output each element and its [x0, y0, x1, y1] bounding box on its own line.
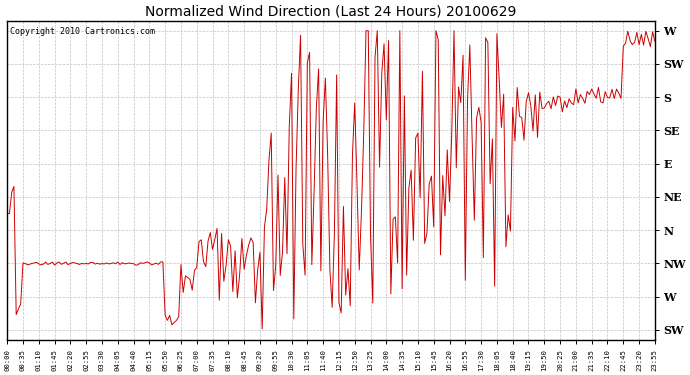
Title: Normalized Wind Direction (Last 24 Hours) 20100629: Normalized Wind Direction (Last 24 Hours…: [146, 4, 517, 18]
Text: Copyright 2010 Cartronics.com: Copyright 2010 Cartronics.com: [10, 27, 155, 36]
